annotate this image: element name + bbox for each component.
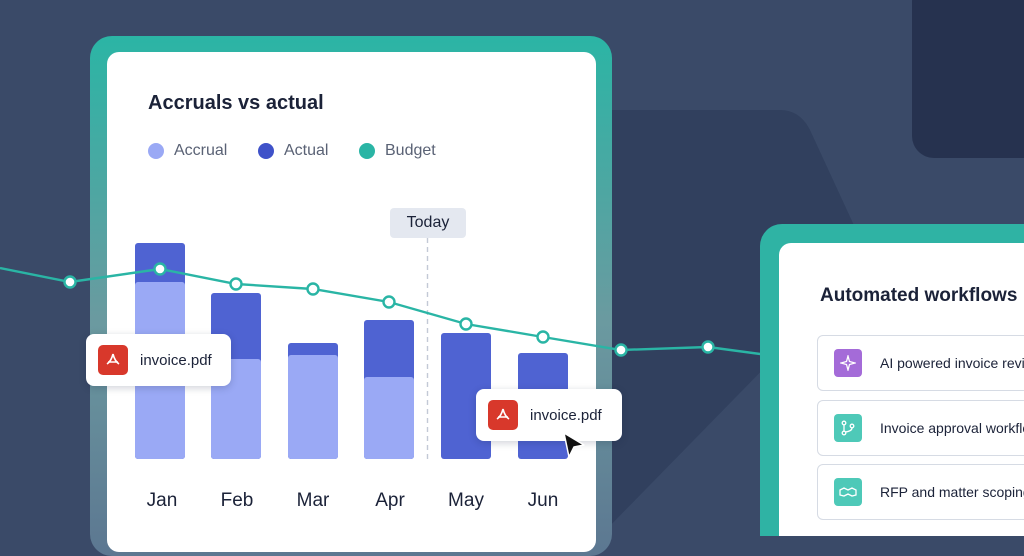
budget-point [614, 343, 628, 357]
legend-label: Accrual [174, 142, 228, 159]
file-chip-invoice[interactable]: invoice.pdf [86, 334, 231, 386]
budget-point [153, 262, 167, 276]
budget-point [701, 340, 715, 354]
pdf-icon [488, 400, 518, 430]
legend-swatch [148, 143, 164, 159]
legend-item-budget: Budget [359, 140, 436, 162]
x-tick-label: Feb [220, 490, 254, 511]
bar-accrual-apr [364, 377, 414, 459]
file-name: invoice.pdf [140, 351, 212, 369]
legend-item-actual: Actual [258, 140, 328, 162]
budget-point [382, 295, 396, 309]
x-tick-label: Jun [527, 490, 559, 511]
file-name: invoice.pdf [530, 406, 602, 424]
pdf-icon [98, 345, 128, 375]
file-chip-invoice[interactable]: invoice.pdf [476, 389, 622, 441]
budget-point [63, 275, 77, 289]
x-tick-label: Jan [146, 490, 178, 511]
chart-plot [0, 238, 791, 460]
today-marker-label: Today [390, 208, 466, 238]
chart-card [107, 52, 596, 552]
chart-title: Accruals vs actual [148, 92, 324, 114]
cursor-icon [563, 432, 585, 458]
legend-label: Budget [385, 142, 436, 159]
budget-point [306, 282, 320, 296]
legend-label: Actual [284, 142, 329, 159]
budget-point [536, 330, 550, 344]
budget-point [229, 277, 243, 291]
budget-point [459, 317, 473, 331]
bar-accrual-mar [288, 355, 338, 459]
legend-swatch [258, 143, 274, 159]
x-tick-label: May [448, 490, 484, 511]
legend-swatch [359, 143, 375, 159]
legend-item-accrual: Accrual [148, 140, 227, 162]
x-tick-label: Mar [296, 490, 330, 511]
x-tick-label: Apr [375, 490, 405, 511]
